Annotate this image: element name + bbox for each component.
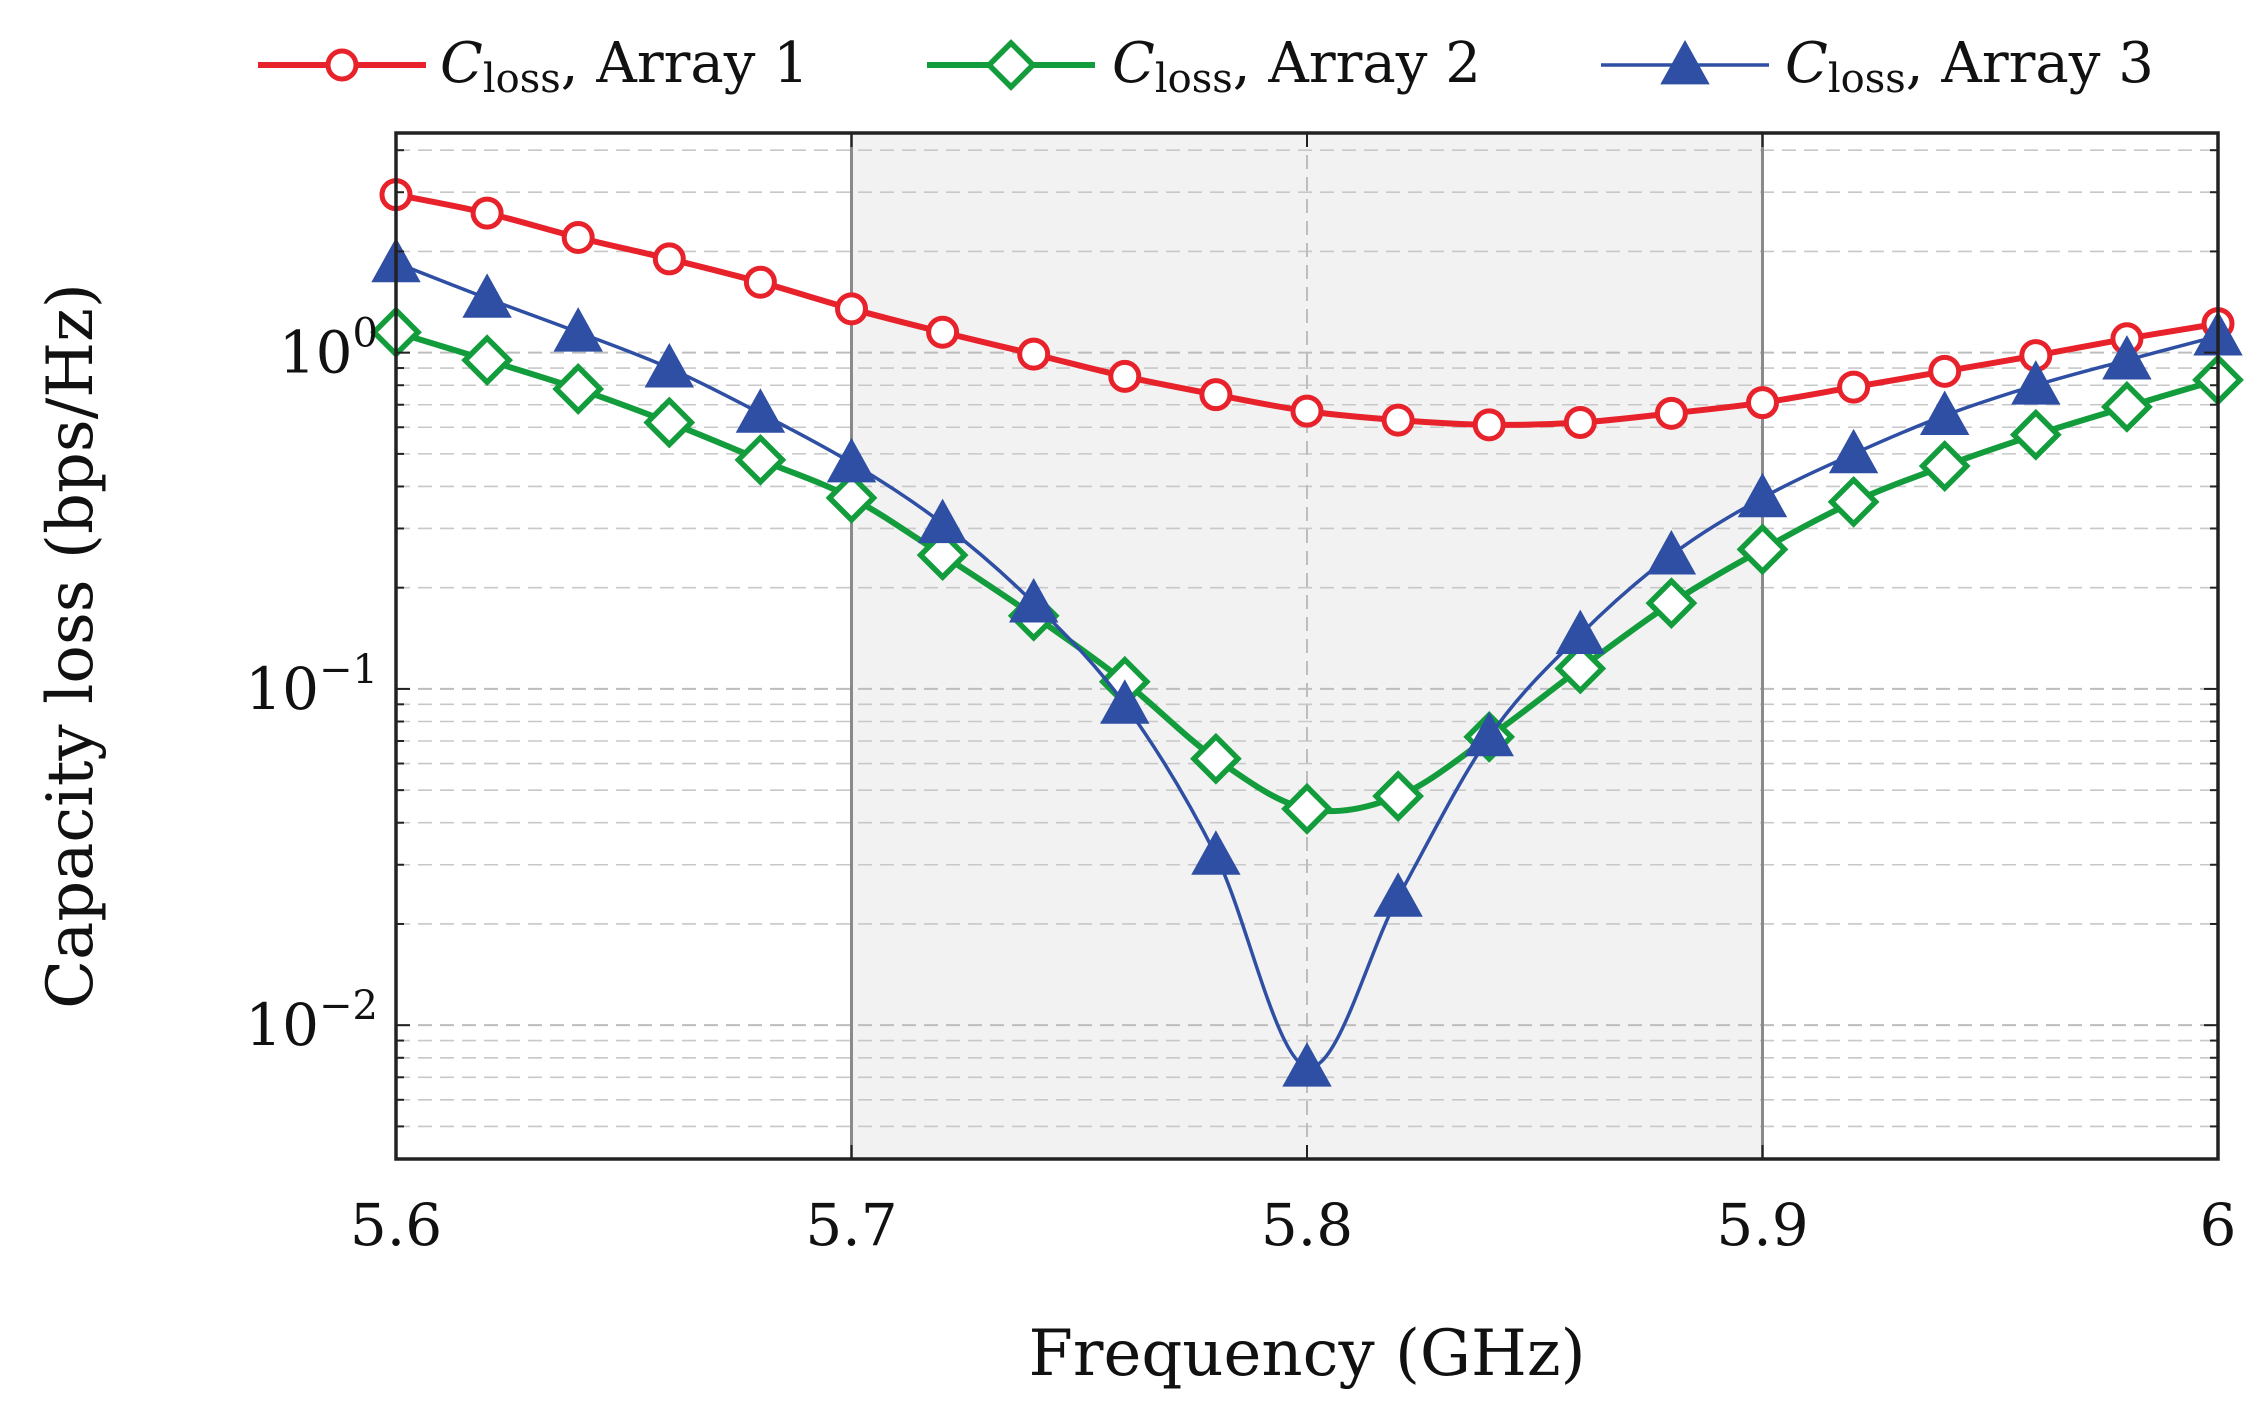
series-1-point xyxy=(1928,354,1962,388)
x-tick-label: 5.7 xyxy=(805,1191,897,1259)
legend-subscript: loss xyxy=(483,56,561,102)
legend-marker xyxy=(1660,39,1710,85)
legend-label: Closs, Array 1 xyxy=(440,31,809,102)
series-2-point xyxy=(2101,380,2153,433)
series-3-point xyxy=(553,307,603,352)
x-axis-title: Frequency (GHz) xyxy=(1028,1317,1585,1391)
series-3-point xyxy=(1464,711,1514,757)
legend-text-rest: , Array 2 xyxy=(1233,31,1481,96)
series-2-point xyxy=(1918,440,1971,492)
series-1-point xyxy=(1746,386,1779,420)
series-layer xyxy=(370,178,2244,1087)
series-3-point xyxy=(1555,609,1605,655)
legend-symbol: C xyxy=(1785,31,1828,96)
series-1-point xyxy=(1563,405,1597,439)
legend-marker xyxy=(985,39,1037,91)
x-ticks: 5.6 5.7 5.8 5.9 6 xyxy=(350,133,2237,1259)
y-axis-title: Capacity loss (bps/Hz) xyxy=(34,283,108,1009)
series-1-point xyxy=(1108,359,1142,393)
series-1-point xyxy=(561,221,595,255)
series-1-point xyxy=(652,242,686,276)
series-1-point xyxy=(835,292,868,326)
series-2-point xyxy=(1554,642,1607,695)
series-1-point xyxy=(1290,394,1324,428)
legend-symbol: C xyxy=(440,31,483,96)
series-1-point xyxy=(926,315,960,349)
series-3-point xyxy=(1920,390,1970,435)
legend-label: Closs, Array 3 xyxy=(1785,31,2154,102)
series-3-point xyxy=(1191,830,1241,875)
series-3-point xyxy=(1009,578,1059,623)
y-tick-exponent: −1 xyxy=(319,647,378,693)
x-tick-label: 5.9 xyxy=(1716,1191,1808,1259)
series-2-point xyxy=(1190,732,1242,785)
legend-text-rest: , Array 3 xyxy=(1906,31,2154,96)
series-3-point xyxy=(2102,335,2152,380)
legend-entry-3: Closs, Array 3 xyxy=(1601,31,2154,102)
series-1-point xyxy=(1837,370,1871,404)
series-1-point xyxy=(1654,396,1688,430)
y-tick-label: 10−1 xyxy=(245,647,378,723)
series-2-point xyxy=(552,363,605,415)
legend-label: Closs, Array 2 xyxy=(1112,31,1481,102)
series-1-point xyxy=(1381,403,1415,437)
series-3-point xyxy=(1737,472,1788,518)
legend-marker xyxy=(325,48,359,82)
series-3-point xyxy=(917,498,968,544)
x-tick-label: 6 xyxy=(2200,1191,2237,1259)
series-3-point xyxy=(735,388,786,433)
series-2-point xyxy=(2009,408,2062,461)
series-2-point xyxy=(1372,770,1424,822)
series-3-point xyxy=(644,342,694,388)
series-2-point xyxy=(1736,523,1789,576)
series-2-point xyxy=(461,334,513,387)
series-2-point xyxy=(1645,577,1698,629)
y-tick-base: 10 xyxy=(245,655,319,723)
legend: Closs, Array 1 Closs, Array 2 Closs, Array… xyxy=(258,31,2154,102)
legend-symbol: C xyxy=(1112,31,1155,96)
series-1-point xyxy=(1017,337,1051,371)
series-3 xyxy=(371,237,2243,1087)
y-tick-exponent: 0 xyxy=(353,311,378,357)
series-1-point xyxy=(470,196,504,230)
legend-subscript: loss xyxy=(1155,56,1233,102)
series-1-point xyxy=(1199,378,1233,412)
series-3-point xyxy=(1828,428,1879,474)
legend-subscript: loss xyxy=(1828,56,1906,102)
series-2-point xyxy=(734,433,787,486)
y-tick-base: 10 xyxy=(245,991,319,1059)
y-tick-base: 10 xyxy=(279,319,353,387)
series-3-point xyxy=(1373,872,1423,917)
series-3-point xyxy=(1646,530,1697,575)
series-3-point xyxy=(1282,1042,1332,1087)
series-2-point xyxy=(1281,782,1333,835)
legend-entry-2: Closs, Array 2 xyxy=(927,31,1481,102)
series-1-point xyxy=(1472,408,1506,442)
legend-text-rest: , Array 1 xyxy=(561,31,809,96)
y-tick-label: 10−2 xyxy=(245,983,378,1059)
series-2-point xyxy=(1827,475,1880,528)
series-3-point xyxy=(826,437,877,483)
legend-entry-1: Closs, Array 1 xyxy=(258,31,809,102)
series-1-point xyxy=(743,265,777,299)
series-2-point xyxy=(916,529,969,581)
x-tick-label: 5.8 xyxy=(1261,1191,1353,1259)
series-3-point xyxy=(1100,679,1150,724)
x-tick-label: 5.6 xyxy=(350,1191,442,1259)
series-2-point xyxy=(825,471,878,524)
series-3-point xyxy=(462,273,512,318)
y-tick-exponent: −2 xyxy=(319,983,378,1029)
series-3-point xyxy=(2011,360,2061,405)
y-tick-label: 100 xyxy=(279,311,378,387)
series-2-point xyxy=(643,396,696,449)
